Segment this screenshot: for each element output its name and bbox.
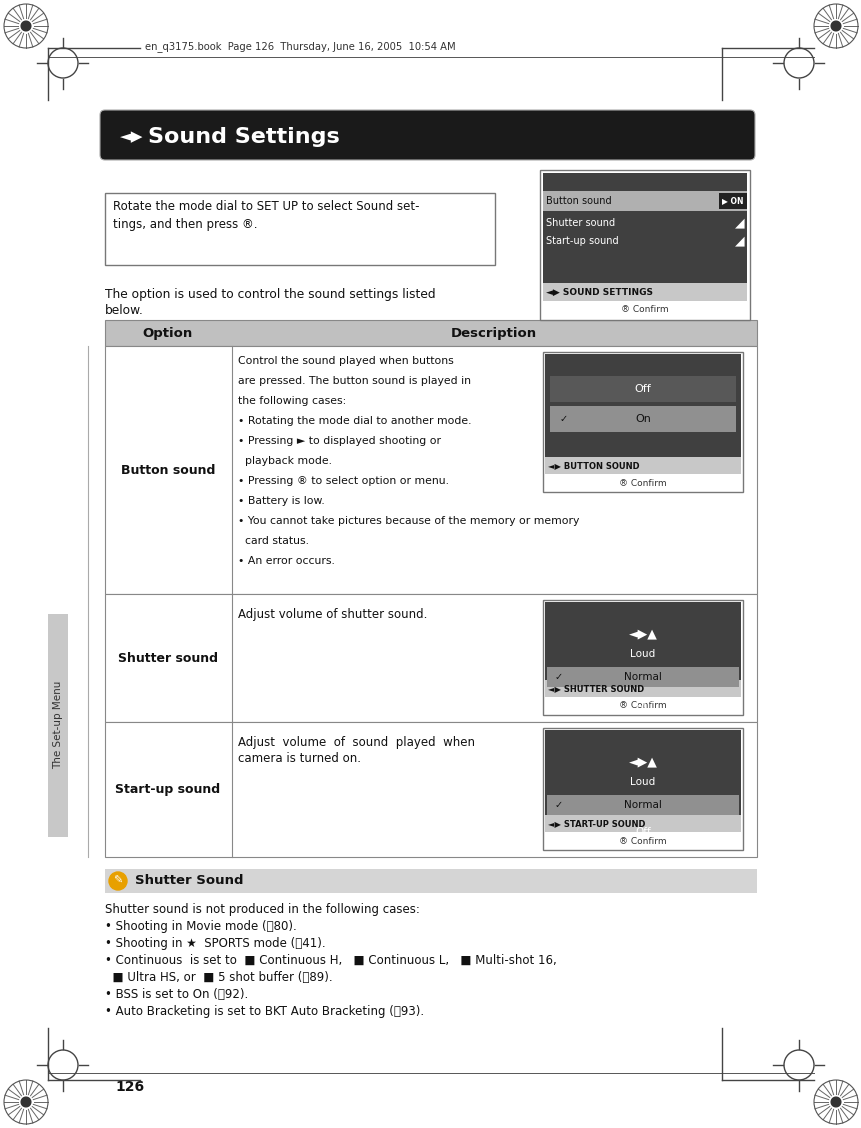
Text: • Rotating the mode dial to another mode.: • Rotating the mode dial to another mode… xyxy=(238,416,471,426)
Text: 126: 126 xyxy=(115,1079,144,1094)
Text: • Pressing ® to select option or menu.: • Pressing ® to select option or menu. xyxy=(238,476,449,486)
Text: • Battery is low.: • Battery is low. xyxy=(238,496,325,506)
Text: ◄▶ SHUTTER SOUND: ◄▶ SHUTTER SOUND xyxy=(548,685,643,694)
Text: ◄▶: ◄▶ xyxy=(120,130,143,144)
Text: ® Confirm: ® Confirm xyxy=(618,478,666,487)
Text: Button sound: Button sound xyxy=(545,196,611,206)
Bar xyxy=(544,816,740,832)
Text: Start-up sound: Start-up sound xyxy=(115,783,220,795)
Text: • Auto Bracketing is set to BKT Auto Bracketing (Ⓢ93).: • Auto Bracketing is set to BKT Auto Bra… xyxy=(105,1005,424,1017)
Bar xyxy=(105,193,494,265)
Text: Description: Description xyxy=(450,326,536,340)
Bar xyxy=(542,352,742,492)
Text: card status.: card status. xyxy=(238,536,308,546)
Text: ◄▶ BUTTON SOUND: ◄▶ BUTTON SOUND xyxy=(548,461,639,470)
Text: Loud: Loud xyxy=(629,649,655,659)
Text: The Set-up Menu: The Set-up Menu xyxy=(53,681,63,769)
Text: • Continuous  is set to  ■ Continuous H,   ■ Continuous L,   ■ Multi-shot 16,: • Continuous is set to ■ Continuous H, ■… xyxy=(105,954,556,967)
Text: ® Confirm: ® Confirm xyxy=(621,306,668,315)
Bar xyxy=(549,406,735,432)
Text: ■ Ultra HS, or  ■ 5 shot buffer (Ⓢ89).: ■ Ultra HS, or ■ 5 shot buffer (Ⓢ89). xyxy=(105,971,332,984)
Bar xyxy=(539,170,749,320)
Text: Off: Off xyxy=(635,699,650,710)
Text: Sound Settings: Sound Settings xyxy=(148,127,339,147)
Text: ✓: ✓ xyxy=(554,672,562,682)
Text: ✓: ✓ xyxy=(560,414,567,424)
Bar xyxy=(105,869,756,893)
Text: ◄▶ SOUND SETTINGS: ◄▶ SOUND SETTINGS xyxy=(545,288,653,297)
Bar xyxy=(547,667,738,687)
Text: ◄▶ START-UP SOUND: ◄▶ START-UP SOUND xyxy=(548,820,645,828)
Text: ◢: ◢ xyxy=(734,235,744,247)
FancyBboxPatch shape xyxy=(100,111,754,160)
Text: Button sound: Button sound xyxy=(121,464,215,476)
Circle shape xyxy=(22,1098,31,1107)
Text: Adjust volume of shutter sound.: Adjust volume of shutter sound. xyxy=(238,608,427,622)
Bar xyxy=(105,346,756,594)
Text: • An error occurs.: • An error occurs. xyxy=(238,556,334,566)
Text: ® Confirm: ® Confirm xyxy=(618,702,666,711)
Bar xyxy=(547,795,738,816)
Text: Control the sound played when buttons: Control the sound played when buttons xyxy=(238,356,453,365)
Circle shape xyxy=(22,21,31,30)
Text: Shutter sound: Shutter sound xyxy=(118,652,218,664)
Text: Shutter sound: Shutter sound xyxy=(545,218,615,228)
Text: Off: Off xyxy=(635,827,650,837)
Bar xyxy=(48,614,68,837)
Text: camera is turned on.: camera is turned on. xyxy=(238,752,361,765)
Text: ◄▶▲: ◄▶▲ xyxy=(628,627,657,641)
Text: • Shooting in Movie mode (Ⓢ80).: • Shooting in Movie mode (Ⓢ80). xyxy=(105,920,296,933)
Text: Rotate the mode dial to SET UP to select Sound set-: Rotate the mode dial to SET UP to select… xyxy=(113,200,419,213)
Text: On: On xyxy=(635,414,650,424)
Text: • Pressing ► to displayed shooting or: • Pressing ► to displayed shooting or xyxy=(238,437,441,446)
Bar xyxy=(542,283,746,301)
Text: Shutter sound is not produced in the following cases:: Shutter sound is not produced in the fol… xyxy=(105,904,419,916)
Bar xyxy=(544,354,740,474)
Bar xyxy=(544,680,740,697)
Text: Option: Option xyxy=(143,326,193,340)
Bar xyxy=(542,600,742,715)
Text: Start-up sound: Start-up sound xyxy=(545,236,618,246)
Text: Adjust  volume  of  sound  played  when: Adjust volume of sound played when xyxy=(238,735,474,749)
Text: are pressed. The button sound is played in: are pressed. The button sound is played … xyxy=(238,376,470,386)
Text: • BSS is set to On (Ⓢ92).: • BSS is set to On (Ⓢ92). xyxy=(105,988,248,1001)
Text: the following cases:: the following cases: xyxy=(238,396,346,406)
Bar xyxy=(542,191,746,211)
Text: below.: below. xyxy=(105,305,144,317)
Bar xyxy=(542,728,742,851)
Bar xyxy=(544,602,740,697)
Bar xyxy=(544,457,740,474)
Text: ▶ ON: ▶ ON xyxy=(722,196,743,205)
Text: Off: Off xyxy=(634,384,651,394)
Text: ✓: ✓ xyxy=(554,800,562,810)
Bar xyxy=(105,594,756,722)
Text: • Shooting in ★  SPORTS mode (Ⓢ41).: • Shooting in ★ SPORTS mode (Ⓢ41). xyxy=(105,937,325,950)
Text: The option is used to control the sound settings listed: The option is used to control the sound … xyxy=(105,288,435,301)
Text: ✎: ✎ xyxy=(113,876,122,885)
Text: • You cannot take pictures because of the memory or memory: • You cannot take pictures because of th… xyxy=(238,515,579,526)
Text: Normal: Normal xyxy=(623,800,661,810)
Bar xyxy=(544,730,740,832)
Text: ® Confirm: ® Confirm xyxy=(618,837,666,846)
Text: en_q3175.book  Page 126  Thursday, June 16, 2005  10:54 AM: en_q3175.book Page 126 Thursday, June 16… xyxy=(145,41,455,52)
Bar xyxy=(549,376,735,402)
Circle shape xyxy=(830,1098,839,1107)
Text: tings, and then press ®.: tings, and then press ®. xyxy=(113,218,257,231)
Bar xyxy=(542,173,746,301)
Bar xyxy=(105,722,756,857)
Bar xyxy=(718,193,746,209)
Bar xyxy=(105,320,756,346)
Circle shape xyxy=(108,872,127,890)
Text: ◢: ◢ xyxy=(734,217,744,229)
Text: ◄▶▲: ◄▶▲ xyxy=(628,756,657,768)
Text: Normal: Normal xyxy=(623,672,661,682)
Text: playback mode.: playback mode. xyxy=(238,456,331,466)
Circle shape xyxy=(830,21,839,30)
Text: Shutter Sound: Shutter Sound xyxy=(135,874,243,888)
Text: Loud: Loud xyxy=(629,777,655,787)
